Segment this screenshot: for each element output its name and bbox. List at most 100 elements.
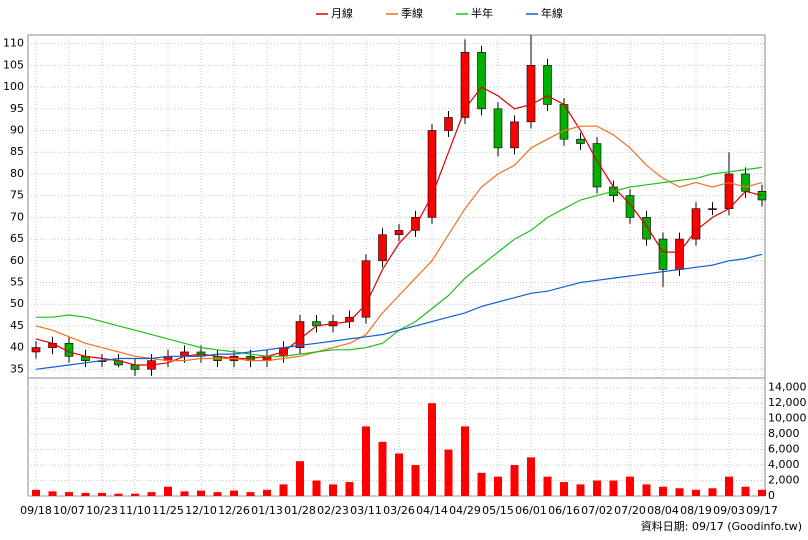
volume-bar: [147, 492, 156, 496]
volume-bar: [131, 493, 139, 496]
candle-body: [576, 138, 585, 144]
volume-bar: [477, 472, 486, 496]
volume-bar: [560, 482, 568, 496]
volume-bar: [114, 493, 123, 496]
y2-tick-label: 14,000: [768, 381, 807, 394]
x-tick-label: 08/19: [680, 504, 712, 517]
y-tick-label: 35: [10, 362, 24, 375]
volume-bar: [741, 486, 750, 496]
volume-bar: [296, 461, 304, 496]
volume-bar: [98, 492, 106, 496]
y2-tick-label: 12,000: [768, 396, 807, 409]
candle-body: [675, 238, 684, 270]
y-tick-label: 60: [10, 254, 24, 267]
x-tick-label: 03/11: [350, 504, 382, 517]
candle-body: [691, 208, 701, 240]
y-tick-label: 90: [10, 124, 24, 137]
volume-bar: [626, 476, 634, 496]
x-tick-label: 11/25: [152, 504, 184, 517]
candle-body: [510, 121, 519, 149]
x-tick-label: 04/14: [416, 504, 448, 517]
x-tick-label: 10/23: [86, 504, 118, 517]
ma-line: [36, 166, 763, 357]
candle-body: [31, 347, 41, 353]
footnote: 資料日期: 09/17 (Goodinfo.tw): [641, 519, 802, 533]
y2-tick-label: 10,000: [768, 412, 807, 425]
volume-bar: [213, 492, 222, 496]
volume-bar: [428, 403, 436, 496]
y-tick-label: 70: [10, 210, 24, 223]
candle-body: [477, 52, 486, 110]
candle-body: [658, 238, 668, 270]
x-tick-label: 09/18: [20, 504, 52, 517]
y-tick-label: 95: [10, 102, 24, 115]
x-tick-label: 12/10: [185, 504, 217, 517]
y2-tick-label: 8,000: [768, 427, 800, 440]
volume-bar: [362, 426, 370, 496]
volume-bar: [708, 488, 717, 496]
y-tick-label: 45: [10, 319, 24, 332]
volume-bar: [725, 476, 733, 496]
candle-body: [724, 173, 734, 209]
volume-bar: [230, 490, 238, 496]
volume-bar: [527, 457, 535, 496]
candle-body: [378, 234, 387, 262]
y-tick-label: 105: [3, 58, 24, 71]
volume-bar: [758, 489, 766, 496]
x-tick-label: 04/29: [449, 504, 481, 517]
candle-body: [592, 143, 602, 188]
y2-tick-label: 0: [768, 489, 775, 502]
volume-bar: [692, 489, 700, 496]
volume-bar: [675, 488, 684, 496]
volume-bar: [609, 480, 618, 496]
plot-frame: [27, 34, 766, 497]
x-tick-label: 09/03: [713, 504, 745, 517]
y-tick-label: 40: [10, 341, 24, 354]
volume-bar: [593, 480, 601, 496]
volume-bar: [48, 491, 57, 496]
y-tick-label: 80: [10, 167, 24, 180]
volume-bar: [378, 441, 387, 496]
legend: 月線 季線 半年 年線: [316, 6, 563, 20]
candle-body: [708, 208, 717, 210]
volume-bar: [32, 489, 40, 496]
candle-body: [444, 117, 453, 131]
ma-line: [35, 86, 763, 366]
volume-bar: [81, 492, 90, 496]
y-tick-label: 100: [3, 80, 24, 93]
legend-label: 季線: [401, 6, 423, 20]
legend-label: 半年: [471, 6, 493, 20]
ma-line: [35, 125, 763, 362]
volume-bar: [659, 486, 667, 496]
candle-body: [757, 191, 767, 201]
candle-body: [130, 364, 140, 370]
candle-body: [526, 65, 536, 123]
volume-bar: [164, 486, 172, 496]
x-tick-label: 07/20: [614, 504, 646, 517]
volume-bar: [263, 489, 271, 496]
legend-label: 月線: [331, 6, 353, 20]
y2-tick-label: 6,000: [768, 443, 800, 456]
ma-line: [35, 253, 763, 370]
x-tick-label: 10/07: [53, 504, 85, 517]
volume-bar: [642, 484, 651, 496]
x-tick-label: 11/10: [119, 504, 151, 517]
x-tick-label: 07/02: [581, 504, 613, 517]
candle-body: [361, 260, 371, 318]
volume-bar: [329, 484, 337, 496]
volume-bar: [345, 482, 354, 496]
x-tick-label: 03/26: [383, 504, 415, 517]
y-tick-label: 85: [10, 145, 24, 158]
x-tick-label: 05/15: [482, 504, 514, 517]
y-tick-label: 65: [10, 232, 24, 245]
volume-bar: [510, 465, 519, 496]
volume-bar: [494, 476, 502, 496]
x-tick-label: 06/01: [515, 504, 547, 517]
x-tick-label: 01/13: [251, 504, 283, 517]
candle-body: [625, 195, 635, 218]
x-tick-label: 06/16: [548, 504, 580, 517]
y-tick-label: 110: [3, 37, 24, 50]
volume-bar: [576, 484, 585, 496]
volume-bar: [444, 449, 453, 496]
